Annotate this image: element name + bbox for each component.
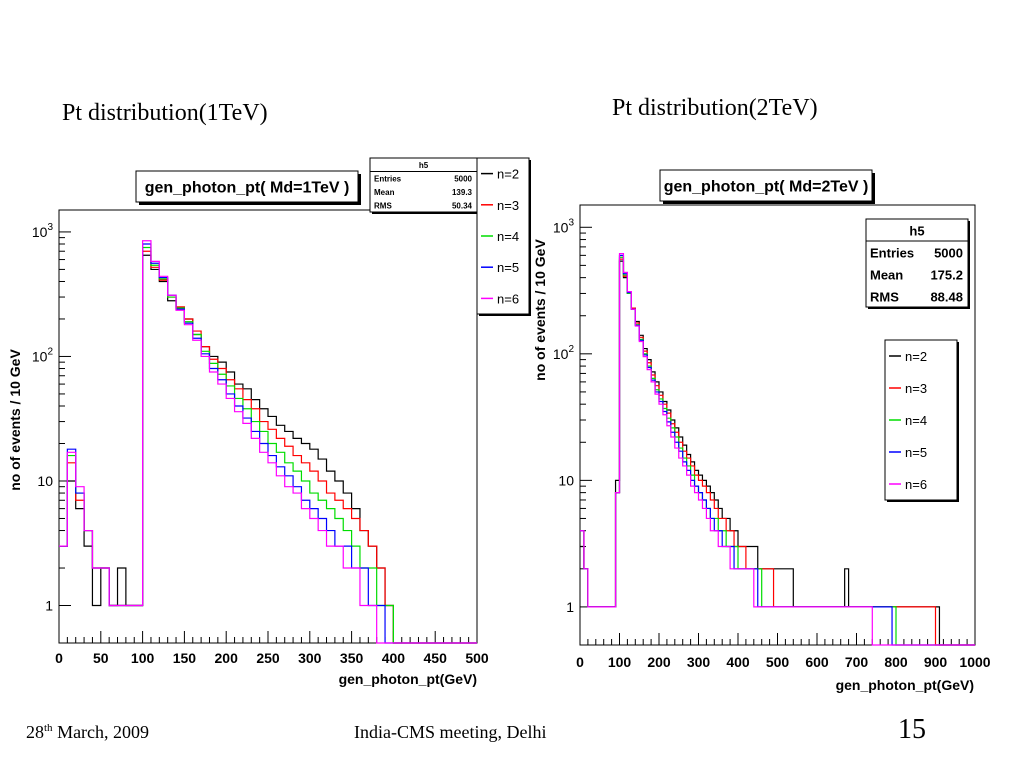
y-tick-label: 103 <box>553 217 575 235</box>
x-tick-label: 250 <box>256 650 280 666</box>
stats-value: 5000 <box>454 175 472 184</box>
x-tick-label: 900 <box>924 654 948 670</box>
x-tick-label: 800 <box>884 654 908 670</box>
y-tick-label: 102 <box>553 344 575 362</box>
x-tick-label: 200 <box>215 650 239 666</box>
title-box <box>135 170 359 203</box>
x-axis-label: gen_photon_pt(GeV) <box>339 671 477 687</box>
chart-title: gen_photon_pt( Md=2TeV ) <box>664 179 869 196</box>
x-tick-label: 0 <box>55 650 63 666</box>
x-tick-label: 350 <box>340 650 364 666</box>
y-tick-label: 1 <box>45 598 53 614</box>
footer-date: 28th March, 2009 <box>26 722 149 743</box>
legend-label: n=2 <box>905 349 927 364</box>
footer-date-day: 28 <box>26 722 44 742</box>
x-tick-label: 1000 <box>959 654 990 670</box>
chart-title: gen_photon_pt( Md=1TeV ) <box>145 180 350 197</box>
legend-label: n=5 <box>497 260 519 275</box>
slide-title-right: Pt distribution(2TeV) <box>612 95 818 121</box>
y-tick-label: 10 <box>37 473 53 489</box>
legend-label: n=4 <box>905 413 927 428</box>
histogram-series-line <box>59 240 477 644</box>
footer-date-suffix: th <box>44 722 53 734</box>
slide-title-left: Pt distribution(1TeV) <box>62 100 268 126</box>
x-tick-label: 450 <box>424 650 448 666</box>
legend-label: n=2 <box>497 167 519 182</box>
y-axis-label: no of events / 10 GeV <box>7 349 23 491</box>
stats-name: h5 <box>909 224 924 239</box>
stats-value: 88.48 <box>930 290 963 305</box>
legend-label: n=6 <box>497 291 519 306</box>
stats-value: 50.34 <box>452 202 473 211</box>
legend-label: n=3 <box>905 381 927 396</box>
x-tick-label: 200 <box>647 654 671 670</box>
x-tick-label: 300 <box>298 650 322 666</box>
y-axis-label: no of events / 10 GeV <box>532 239 548 381</box>
y-tick-label: 1 <box>566 599 574 615</box>
stats-box <box>865 218 969 308</box>
stats-label: Entries <box>870 246 914 261</box>
x-tick-label: 600 <box>805 654 829 670</box>
stats-label: RMS <box>870 290 899 305</box>
y-tick-label: 10 <box>558 472 574 488</box>
x-tick-label: 100 <box>131 650 155 666</box>
x-tick-label: 500 <box>465 650 489 666</box>
x-tick-label: 50 <box>93 650 109 666</box>
x-tick-label: 500 <box>766 654 790 670</box>
page-number: 15 <box>898 714 926 745</box>
footer-date-rest: March, 2009 <box>52 722 150 742</box>
x-tick-label: 300 <box>687 654 711 670</box>
stats-label: Entries <box>374 175 402 184</box>
legend-label: n=3 <box>497 198 519 213</box>
footer-meeting: India-CMS meeting, Delhi <box>354 722 547 742</box>
histogram-series-line <box>580 252 975 646</box>
stats-label: RMS <box>374 202 392 211</box>
x-tick-label: 100 <box>608 654 632 670</box>
stats-value: 175.2 <box>930 268 963 283</box>
x-axis-label: gen_photon_pt(GeV) <box>836 677 974 693</box>
x-tick-label: 400 <box>382 650 406 666</box>
x-tick-label: 400 <box>726 654 750 670</box>
stats-value: 5000 <box>934 246 963 261</box>
stats-value: 139.3 <box>452 188 473 197</box>
title-box <box>659 169 873 202</box>
x-tick-label: 700 <box>845 654 869 670</box>
legend-label: n=4 <box>497 229 519 244</box>
stats-box <box>369 157 478 213</box>
legend-label: n=5 <box>905 445 927 460</box>
legend-label: n=6 <box>905 477 927 492</box>
stats-name: h5 <box>419 161 429 170</box>
y-tick-label: 102 <box>32 346 54 364</box>
x-tick-label: 150 <box>173 650 197 666</box>
stats-label: Mean <box>374 188 395 197</box>
stats-label: Mean <box>870 268 903 283</box>
x-tick-label: 0 <box>576 654 584 670</box>
y-tick-label: 103 <box>32 222 54 240</box>
